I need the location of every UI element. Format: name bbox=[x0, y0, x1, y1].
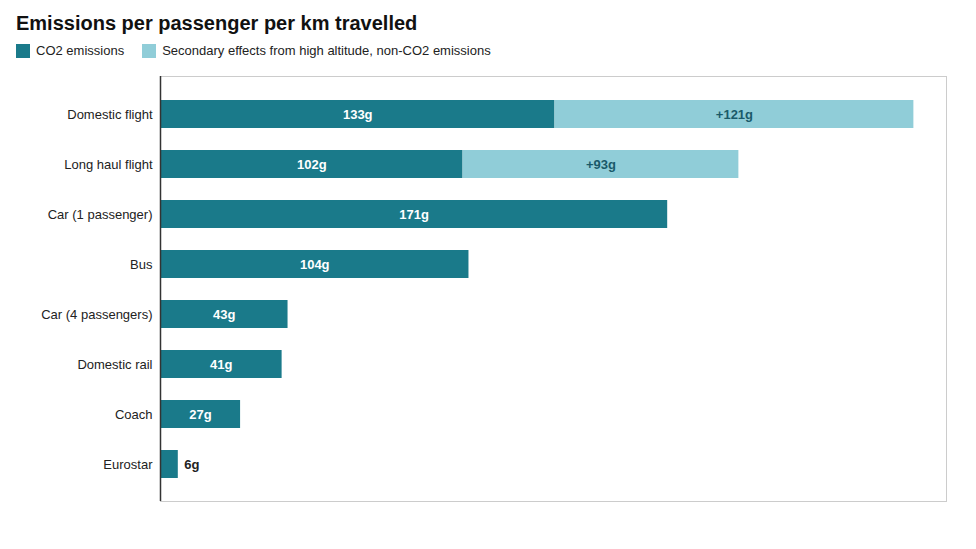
svg-text:+93g: +93g bbox=[586, 157, 616, 172]
html-text:Secondary effects from high al: Secondary effects from high altitude, no… bbox=[162, 43, 491, 58]
svg-text:Long haul flight: Long haul flight bbox=[64, 157, 153, 172]
svg-text:104g: 104g bbox=[300, 257, 330, 272]
svg-text:Domestic flight: Domestic flight bbox=[67, 107, 153, 122]
html-text:CO2 emissions: CO2 emissions bbox=[36, 43, 125, 58]
svg-text:Eurostar: Eurostar bbox=[103, 457, 153, 472]
svg-text:171g: 171g bbox=[399, 207, 429, 222]
svg-text:+121g: +121g bbox=[716, 107, 753, 122]
svg-text:Bus: Bus bbox=[130, 257, 153, 272]
html-text:Emissions per passenger per km: Emissions per passenger per km travelled bbox=[16, 12, 418, 34]
svg-text:43g: 43g bbox=[213, 307, 235, 322]
svg-text:Coach: Coach bbox=[115, 407, 153, 422]
svg-text:27g: 27g bbox=[189, 407, 211, 422]
svg-text:133g: 133g bbox=[343, 107, 373, 122]
svg-text:Domestic rail: Domestic rail bbox=[77, 357, 152, 372]
svg-text:Car (1 passenger): Car (1 passenger) bbox=[48, 207, 153, 222]
svg-text:41g: 41g bbox=[210, 357, 232, 372]
svg-text:6g: 6g bbox=[184, 457, 199, 472]
svg-text:Car (4 passengers): Car (4 passengers) bbox=[41, 307, 152, 322]
svg-text:102g: 102g bbox=[297, 157, 327, 172]
